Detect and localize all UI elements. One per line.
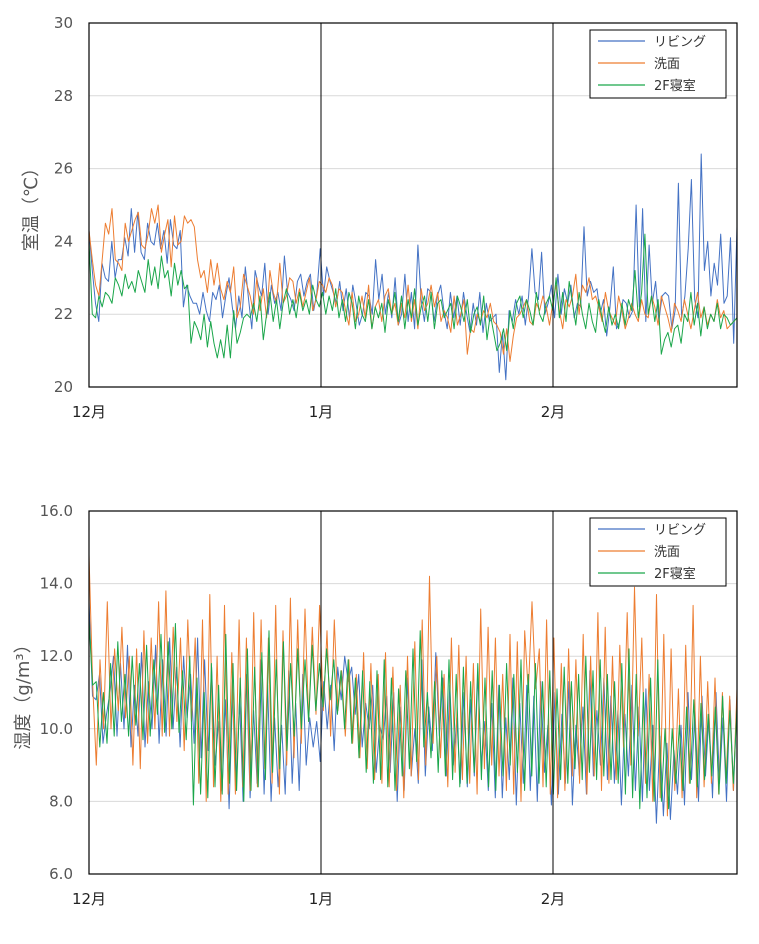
legend-label: 2F寝室: [654, 78, 696, 94]
legend-label: 洗面: [654, 545, 680, 560]
series-line-2: [88, 233, 738, 359]
y-tick-label: 20: [54, 378, 73, 396]
temperature-y-axis-label: 室温（℃）: [21, 159, 42, 251]
y-tick-label: 22: [54, 305, 73, 323]
y-tick-label: 24: [54, 232, 73, 250]
temperature-series-lines: [88, 153, 738, 381]
series-line-0: [88, 601, 738, 824]
y-tick-label: 30: [54, 14, 73, 32]
y-tick-label: 12.0: [40, 647, 73, 665]
x-tick-label: 2月: [541, 890, 566, 908]
y-tick-label: 8.0: [49, 792, 73, 810]
x-tick-label: 12月: [72, 403, 106, 421]
legend-label: 2F寝室: [654, 566, 696, 582]
x-tick-label: 1月: [309, 403, 334, 421]
legend-label: リビング: [654, 523, 706, 538]
legend-label: リビング: [654, 35, 706, 50]
series-line-2: [88, 619, 738, 810]
series-line-1: [88, 204, 738, 362]
humidity-y-tick-labels: 6.0 8.0 10.0 12.0 14.0 16.0: [40, 502, 73, 883]
y-tick-label: 26: [54, 160, 73, 178]
humidity-month-dividers: [320, 511, 554, 874]
series-line-1: [88, 554, 738, 817]
y-tick-label: 28: [54, 87, 73, 105]
y-tick-label: 6.0: [49, 865, 73, 883]
humidity-chart: 6.08.010.012.014.016.0 12月 1月 2月 湿度（g/m³） …: [13, 502, 738, 908]
temperature-plot-frame: [88, 22, 738, 388]
x-tick-label: 2月: [541, 403, 566, 421]
x-tick-label: 12月: [72, 890, 106, 908]
y-tick-label: 16.0: [40, 502, 73, 520]
humidity-x-tick-labels: 12月 1月 2月: [72, 890, 565, 908]
humidity-plot-frame: [88, 510, 738, 875]
humidity-series-lines: [88, 554, 738, 824]
series-line-0: [88, 153, 738, 381]
temperature-month-dividers: [320, 23, 554, 387]
temperature-x-tick-labels: 12月 1月 2月: [72, 403, 565, 421]
legend-label: 洗面: [654, 57, 680, 72]
y-tick-label: 14.0: [40, 575, 73, 593]
temperature-y-tick-labels: 20 22 24 26 28 30: [54, 14, 73, 396]
humidity-y-axis-label: 湿度（g/m³）: [13, 635, 34, 749]
x-tick-label: 1月: [309, 890, 334, 908]
y-tick-label: 10.0: [40, 720, 73, 738]
